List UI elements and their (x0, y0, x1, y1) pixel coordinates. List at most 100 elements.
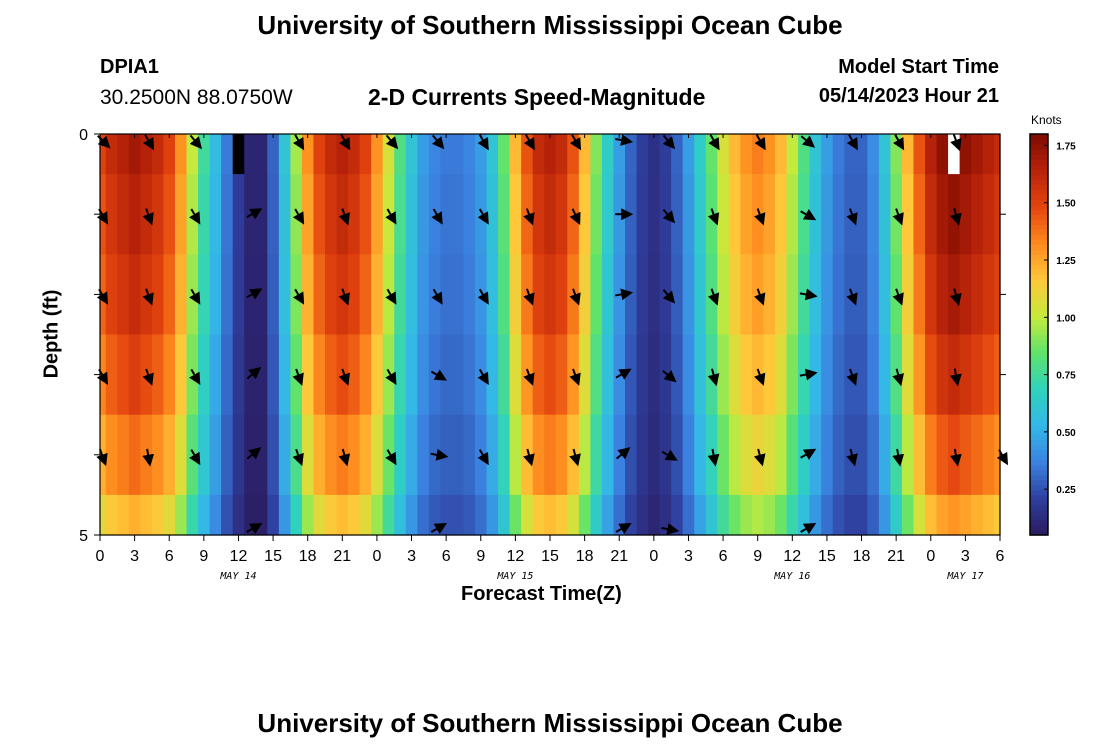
current-vector-arrow (615, 523, 632, 535)
current-vector-arrow (189, 288, 201, 305)
heatmap-cell (336, 174, 349, 255)
colorbar-swatch (1030, 454, 1048, 461)
current-vector-arrow (246, 208, 263, 220)
heatmap-cell (705, 334, 718, 416)
heatmap-cell (475, 254, 488, 336)
page-title: University of Southern Mississippi Ocean… (257, 10, 843, 40)
colorbar-swatch (1030, 524, 1048, 531)
heatmap-cell (405, 334, 418, 416)
heatmap-cell (590, 134, 603, 175)
x-tick-label: 18 (576, 548, 594, 565)
x-tick-label: 21 (887, 548, 905, 565)
heatmap-cell (336, 414, 349, 496)
heatmap-cell (336, 494, 349, 536)
colorbar-swatch (1030, 339, 1048, 346)
current-vector-arrow (846, 134, 858, 151)
colorbar-swatch (1030, 239, 1048, 245)
current-vectors (96, 134, 1008, 535)
heatmap-cell (786, 254, 799, 336)
colorbar-swatch (1030, 194, 1048, 200)
heatmap-cell (198, 494, 211, 536)
heatmap-cell (405, 174, 418, 255)
heatmap-cell (982, 334, 995, 416)
heatmap-cell (555, 334, 568, 416)
heatmap-cell (313, 334, 326, 416)
heatmap-cell (405, 414, 418, 496)
heatmap-cell (555, 414, 568, 496)
heatmap-cell (901, 174, 915, 255)
current-vector-arrow (523, 208, 535, 226)
heatmap-cell (532, 254, 545, 336)
heatmap-cell (151, 254, 165, 336)
heatmap-cell (278, 414, 291, 496)
heatmap-cell (590, 254, 603, 336)
heatmap-cell (440, 134, 453, 175)
current-vector-arrow (707, 288, 720, 306)
heatmap-cell (198, 174, 211, 255)
heatmap-cell (636, 414, 649, 496)
heatmap-cell (982, 414, 995, 496)
heatmap-cell (325, 494, 338, 536)
current-vector-arrow (142, 134, 155, 151)
heatmap-cell (578, 174, 591, 255)
heatmap-cell (209, 174, 222, 255)
heatmap-cell (648, 174, 661, 255)
heatmap-cell (740, 174, 753, 255)
heatmap-cell (140, 414, 153, 496)
heatmap-cell (359, 174, 372, 255)
heatmap-cell (475, 334, 488, 416)
heatmap-cell (982, 134, 995, 175)
heatmap-cell (659, 414, 672, 496)
heatmap-cell (267, 334, 280, 416)
heatmap-cell (959, 414, 972, 496)
colorbar-swatch (1030, 489, 1048, 496)
heatmap-cell (509, 134, 522, 175)
colorbar-swatch (1030, 144, 1048, 150)
heatmap-cell (636, 334, 649, 416)
heatmap-cell (994, 134, 1001, 175)
colorbar-swatch (1030, 409, 1048, 416)
heatmap-cell (371, 254, 384, 336)
heatmap-cell (751, 254, 765, 336)
heatmap-cell (451, 494, 465, 536)
current-vector-arrow (292, 288, 305, 305)
heatmap-cell (601, 254, 615, 336)
heatmap-cell (532, 134, 545, 175)
heatmap-cell (578, 334, 591, 416)
heatmap-cell (867, 254, 880, 336)
current-vector-arrow (950, 288, 962, 306)
colorbar-swatch (1030, 399, 1048, 406)
heatmap-cell (740, 494, 753, 536)
current-vector-arrow (385, 288, 397, 305)
heatmap-cell (198, 414, 211, 496)
heatmap-cell (232, 174, 245, 255)
heatmap-cell (763, 134, 776, 175)
heatmap-cell (625, 334, 638, 416)
heatmap-cell (301, 174, 315, 255)
x-tick-label: 0 (926, 548, 935, 565)
heatmap-cell (567, 254, 580, 336)
colorbar-swatch (1030, 519, 1048, 526)
heatmap-cell (463, 174, 476, 255)
x-tick-label: 21 (610, 548, 628, 565)
heatmap-cell (648, 334, 661, 416)
current-vector-arrow (615, 447, 631, 460)
current-vector-arrow (754, 368, 766, 386)
heatmap-cell (209, 414, 222, 496)
heatmap-cell (659, 254, 672, 336)
colorbar-swatch (1030, 244, 1048, 250)
x-tick-label: 6 (996, 548, 1005, 565)
heatmap-cell (855, 334, 868, 416)
heatmap-cell (382, 254, 395, 336)
current-vector-arrow (338, 288, 350, 306)
current-vector-arrow (430, 369, 448, 381)
x-tick-label: 15 (541, 548, 559, 565)
colorbar-swatch (1030, 224, 1048, 230)
current-vector-arrow (800, 209, 817, 221)
heatmap-cell (371, 134, 384, 175)
current-vector-arrow (615, 368, 632, 380)
colorbar-swatch (1030, 354, 1048, 361)
current-vector-arrow (707, 448, 720, 467)
heatmap-cell (521, 254, 534, 336)
heatmap-cell (936, 414, 949, 496)
